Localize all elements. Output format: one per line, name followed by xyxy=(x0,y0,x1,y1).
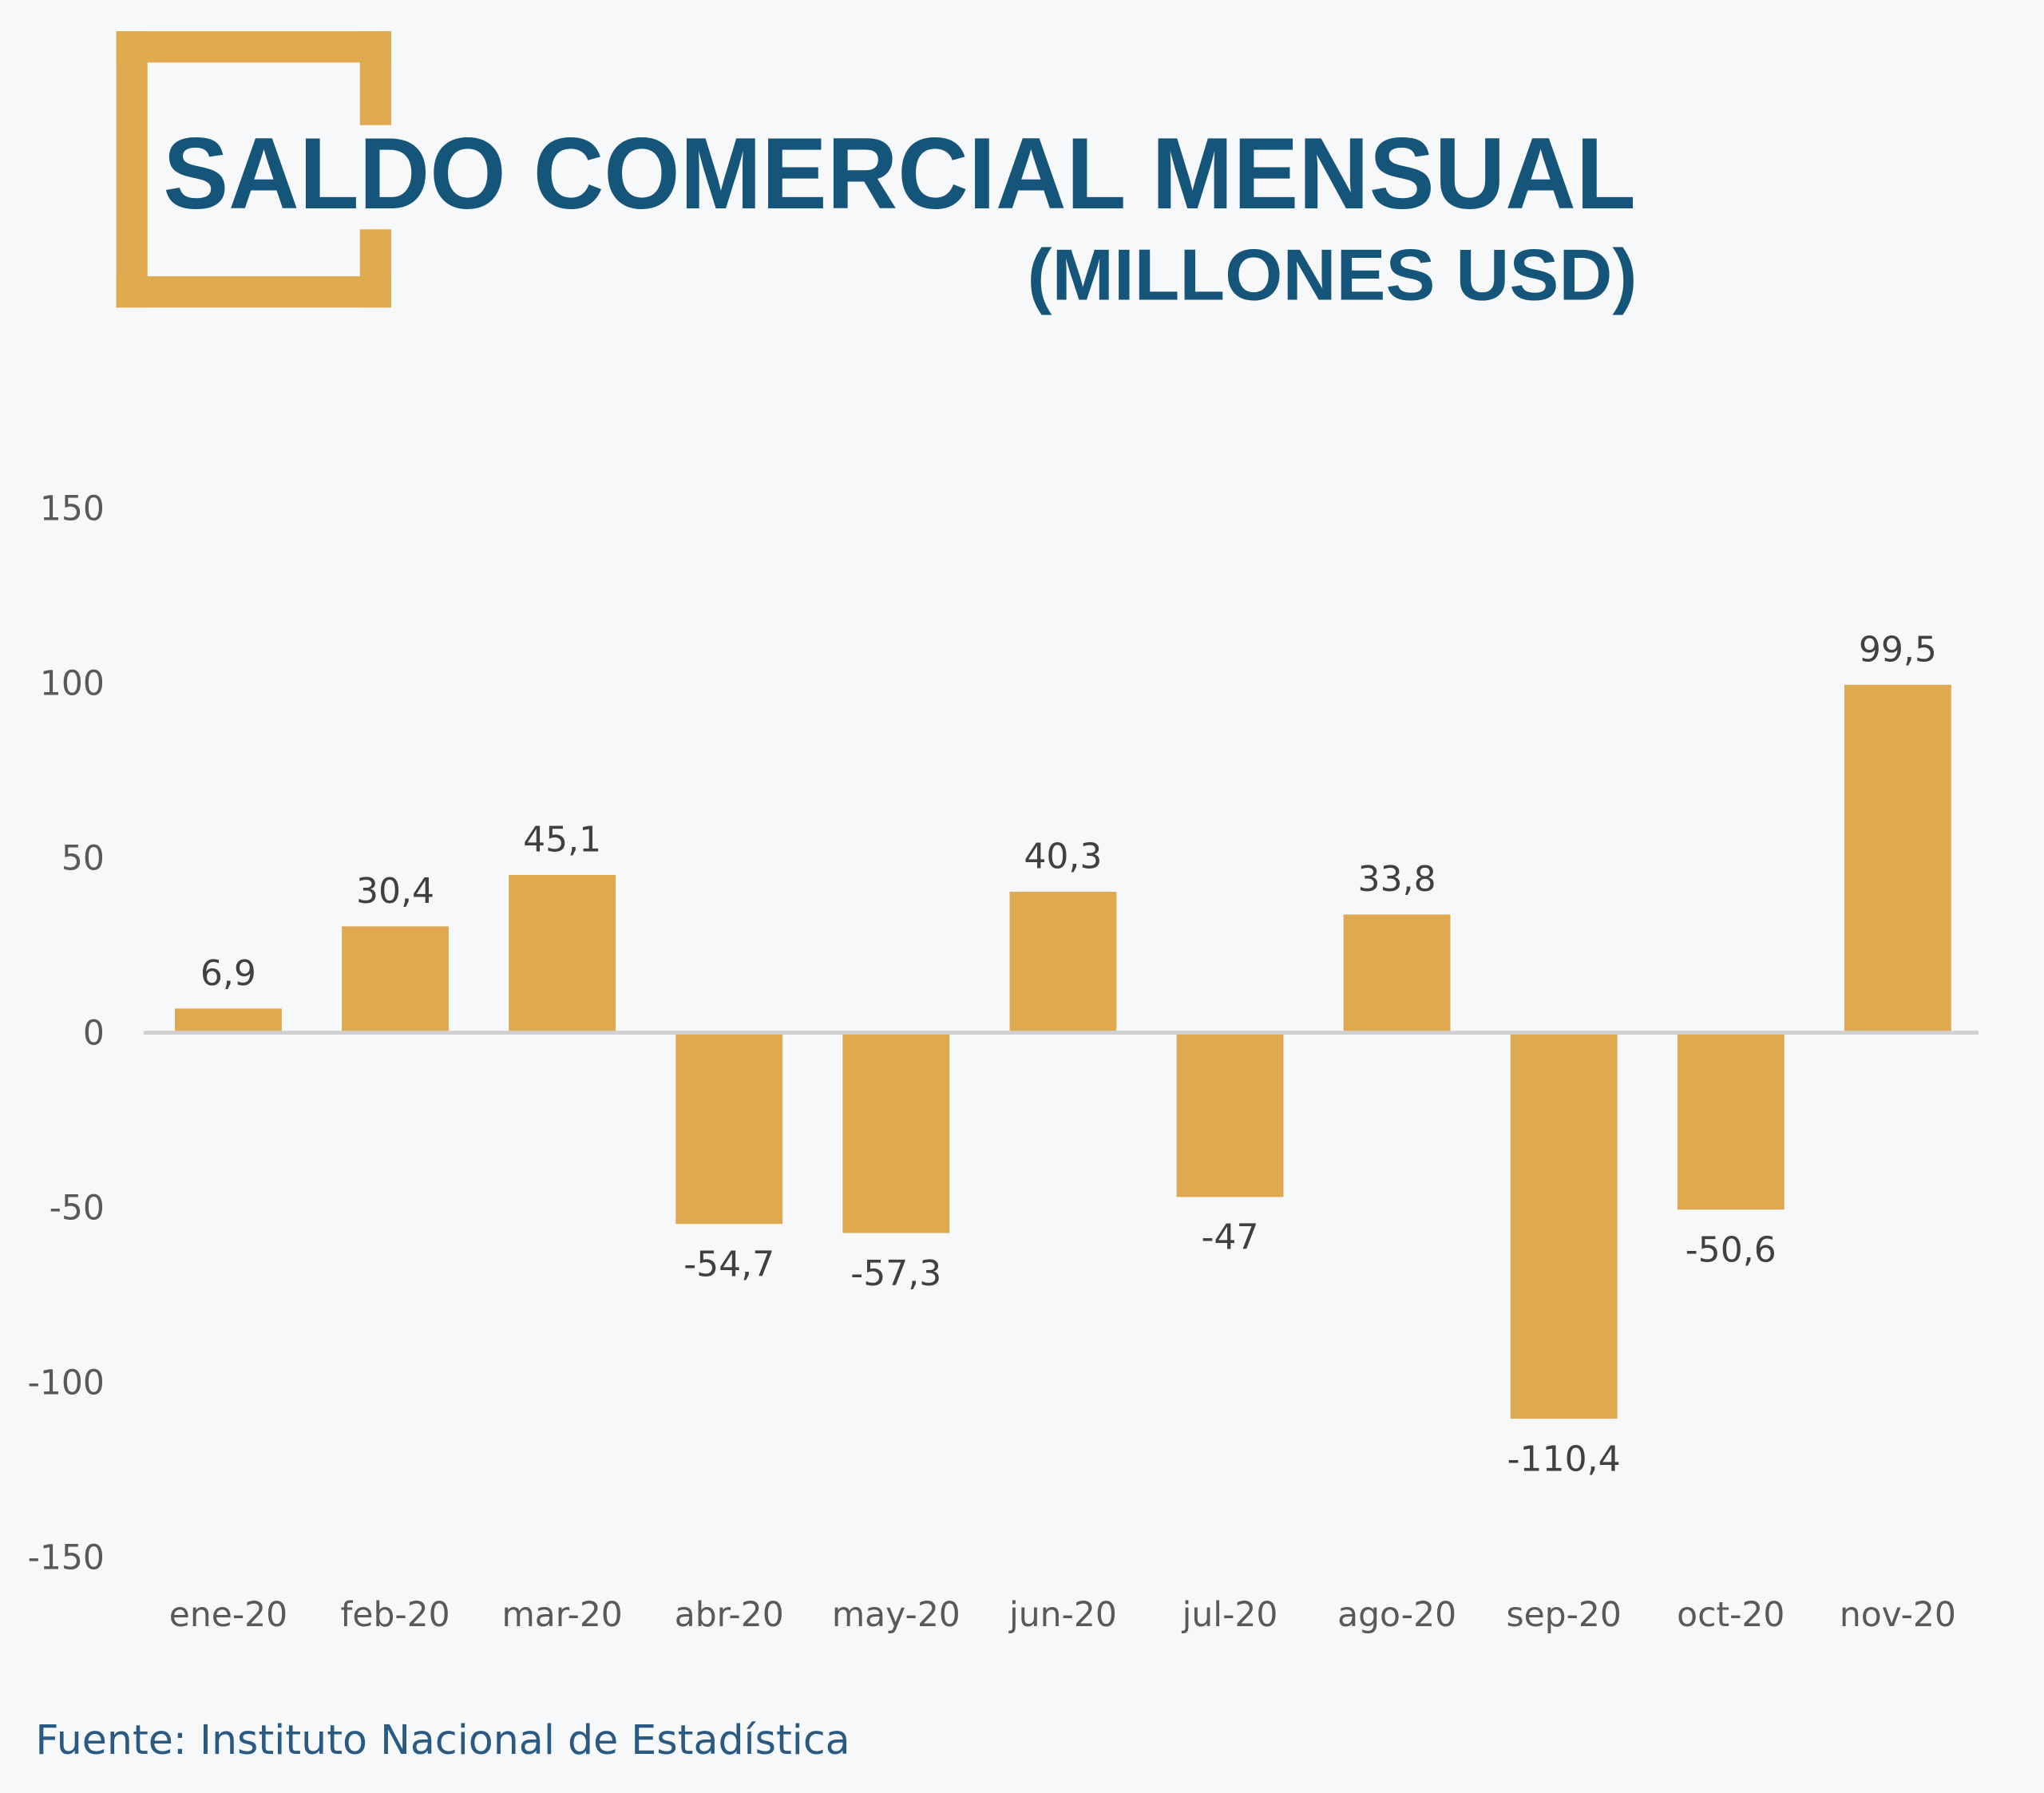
x-tick-label: ago-20 xyxy=(1337,1596,1456,1635)
bars xyxy=(175,684,1951,1419)
data-label: -54,7 xyxy=(683,1244,774,1284)
data-label: -47 xyxy=(1202,1217,1259,1258)
data-label: -57,3 xyxy=(850,1253,941,1294)
bar-jul-20 xyxy=(1176,1032,1284,1197)
x-tick-label: jul-20 xyxy=(1182,1596,1278,1635)
x-tick-label: oct-20 xyxy=(1677,1596,1785,1635)
x-tick-label: nov-20 xyxy=(1840,1596,1956,1635)
y-tick-label: 50 xyxy=(61,839,105,878)
bar-mar-20 xyxy=(509,875,616,1033)
bar-feb-20 xyxy=(342,926,449,1033)
x-tick-label: jun-20 xyxy=(1008,1596,1117,1635)
y-tick-label: 100 xyxy=(40,664,105,703)
x-tick-label: ene-20 xyxy=(169,1596,287,1635)
x-tick-label: may-20 xyxy=(832,1596,961,1635)
data-label: -50,6 xyxy=(1686,1229,1777,1270)
data-label: 45,1 xyxy=(523,820,601,861)
title-bracket-icon xyxy=(116,31,391,308)
y-tick-label: 0 xyxy=(83,1014,105,1053)
bar-ago-20 xyxy=(1343,914,1451,1033)
bar-jun-20 xyxy=(1009,892,1117,1033)
y-tick-label: -50 xyxy=(50,1189,105,1228)
data-label: 6,9 xyxy=(200,953,256,994)
bar-abr-20 xyxy=(675,1032,783,1225)
data-label: 40,3 xyxy=(1024,837,1102,877)
chart-title: SALDO COMERCIAL MENSUAL xyxy=(163,117,1635,230)
chart-subtitle: (MILLONES USD) xyxy=(1028,234,1638,315)
x-tick-label: mar-20 xyxy=(501,1596,622,1635)
y-tick-label: -150 xyxy=(28,1538,105,1577)
source-note: Fuente: Instituto Nacional de Estadístic… xyxy=(35,1716,850,1763)
bar-oct-20 xyxy=(1677,1032,1785,1210)
x-tick-label: sep-20 xyxy=(1506,1596,1621,1635)
x-tick-label: feb-20 xyxy=(340,1596,450,1635)
bar-nov-20 xyxy=(1844,684,1951,1033)
y-tick-label: 150 xyxy=(40,489,105,528)
data-label: 30,4 xyxy=(356,871,434,912)
y-tick-label: -100 xyxy=(28,1364,105,1403)
x-tick-label: abr-20 xyxy=(675,1596,784,1635)
data-label: -110,4 xyxy=(1507,1439,1621,1479)
data-label: 99,5 xyxy=(1859,629,1937,670)
data-labels: 6,9 30,4 45,1 -54,7 -57,3 40,3 -47 33,8 -110,4 -5… xyxy=(200,629,1937,1479)
bar-sep-20 xyxy=(1510,1032,1618,1419)
y-axis: 150 100 50 0 -50 -100 -150 xyxy=(28,489,105,1577)
x-axis: ene-20 feb-20 mar-20 abr-20 may-20 jun-20 jul-… xyxy=(169,1596,1956,1635)
bar-ene-20 xyxy=(175,1008,282,1033)
bar-may-20 xyxy=(842,1032,950,1233)
data-label: 33,8 xyxy=(1358,859,1436,900)
